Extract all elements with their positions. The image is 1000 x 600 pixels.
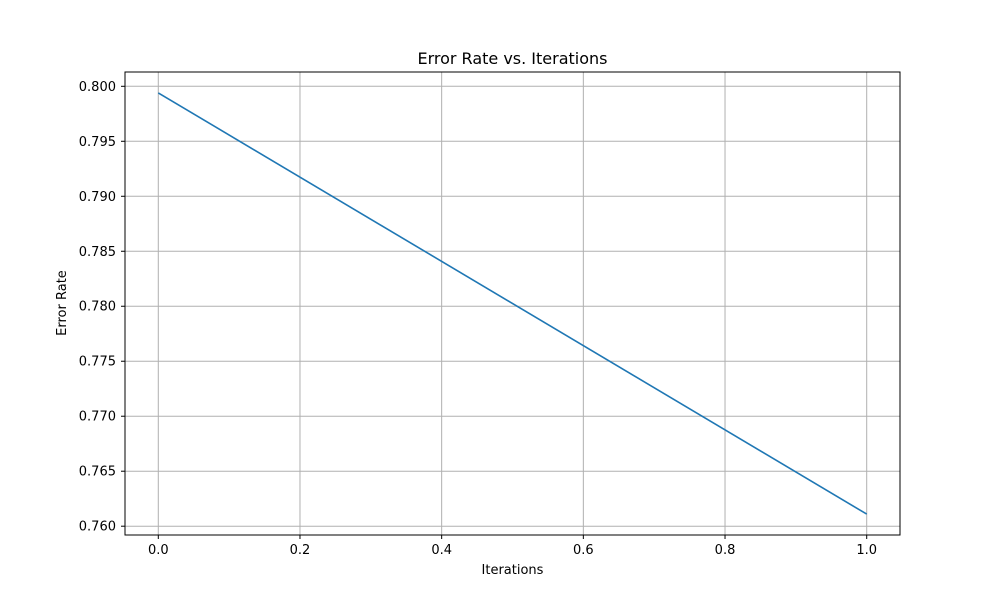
y-tick-label: 0.765 bbox=[79, 465, 116, 480]
y-tick-label: 0.785 bbox=[79, 245, 116, 260]
x-tick-label: 0.0 bbox=[148, 543, 169, 558]
x-tick-label: 1.0 bbox=[856, 543, 877, 558]
y-tick-label: 0.780 bbox=[79, 300, 116, 315]
grid bbox=[125, 72, 900, 535]
axes-frame bbox=[124, 71, 901, 536]
x-tick-label: 0.8 bbox=[715, 543, 736, 558]
y-tick-label: 0.770 bbox=[79, 410, 116, 425]
y-tick-label: 0.795 bbox=[79, 135, 116, 150]
y-tick-label: 0.775 bbox=[79, 355, 116, 370]
y-axis-label: Error Rate bbox=[55, 270, 70, 336]
x-axis: 0.0 0.2 0.4 0.6 0.8 1.0 bbox=[148, 535, 877, 558]
x-tick-label: 0.4 bbox=[431, 543, 452, 558]
x-tick-label: 0.6 bbox=[573, 543, 594, 558]
plot-area bbox=[157, 92, 868, 515]
x-axis-label: Iterations bbox=[482, 563, 544, 578]
y-tick-label: 0.760 bbox=[79, 520, 116, 535]
y-tick-label: 0.790 bbox=[79, 190, 116, 205]
y-tick-label: 0.800 bbox=[79, 80, 116, 95]
chart-title: Error Rate vs. Iterations bbox=[417, 49, 607, 68]
x-tick-label: 0.2 bbox=[290, 543, 311, 558]
y-axis: 0.760 0.765 0.770 0.775 0.780 0.785 0.790 0.795… bbox=[79, 80, 125, 535]
series-line bbox=[157, 92, 868, 515]
